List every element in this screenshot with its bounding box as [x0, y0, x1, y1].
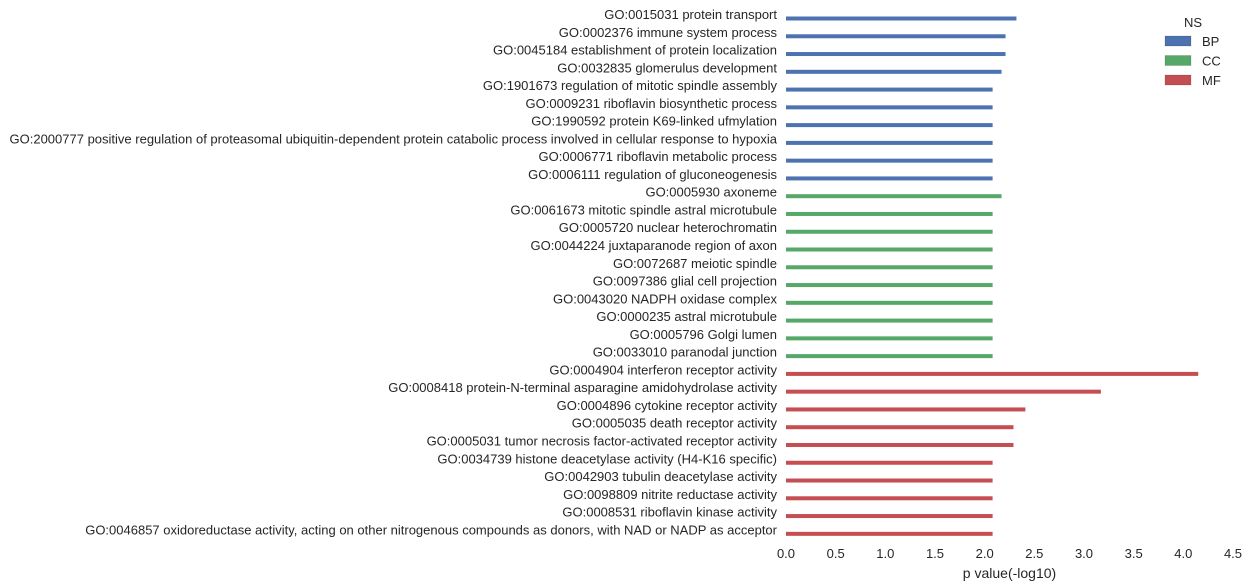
legend-label-mf: MF [1202, 73, 1221, 88]
bar-mf [786, 371, 1199, 376]
bar-bp [786, 69, 1002, 74]
category-label: GO:0061673 mitotic spindle astral microt… [510, 202, 777, 217]
bar-mf [786, 407, 1026, 412]
legend-label-cc: CC [1202, 54, 1221, 69]
category-label: GO:2000777 positive regulation of protea… [10, 131, 778, 146]
category-label: GO:0004896 cytokine receptor activity [557, 398, 778, 413]
legend-title: NS [1184, 15, 1202, 30]
category-label: GO:0005930 axoneme [645, 185, 777, 200]
category-label: GO:0046857 oxidoreductase activity, acti… [85, 522, 777, 537]
x-tick-label: 0.0 [777, 546, 795, 561]
bar-mf [786, 442, 1014, 447]
category-label: GO:0006111 regulation of gluconeogenesis [528, 167, 777, 182]
category-label: GO:1901673 regulation of mitotic spindle… [483, 78, 778, 93]
category-label: GO:0005796 Golgi lumen [630, 327, 777, 342]
category-label: GO:0002376 immune system process [559, 25, 778, 40]
bar-cc [786, 283, 993, 288]
category-label: GO:0045184 establishment of protein loca… [493, 43, 777, 58]
bar-bp [786, 87, 993, 92]
x-tick-label: 2.5 [1025, 546, 1043, 561]
bar-bp [786, 34, 1006, 39]
bar-mf [786, 514, 993, 519]
bar-mf [786, 389, 1101, 394]
category-label: GO:0044224 juxtaparanode region of axon [531, 238, 777, 253]
category-label: GO:0008531 riboflavin kinase activity [562, 505, 777, 520]
bar-bp [786, 16, 1017, 21]
bars-layer [786, 16, 1199, 536]
x-tick-label: 3.0 [1075, 546, 1093, 561]
bar-mf [786, 460, 993, 465]
bar-cc [786, 247, 993, 252]
category-label: GO:0004904 interferon receptor activity [549, 362, 777, 377]
bar-mf [786, 425, 1014, 430]
category-label: GO:0009231 riboflavin biosynthetic proce… [526, 96, 778, 111]
category-label: GO:0072687 meiotic spindle [613, 256, 777, 271]
category-label: GO:0033010 paranodal junction [593, 345, 777, 360]
x-tick-label: 1.0 [876, 546, 894, 561]
x-tick-label: 1.5 [926, 546, 944, 561]
bar-cc [786, 211, 993, 216]
legend-swatch-mf [1164, 74, 1192, 86]
bar-cc [786, 318, 993, 323]
category-label: GO:0015031 protein transport [604, 7, 777, 22]
legend-swatch-bp [1164, 35, 1192, 47]
x-tick-label: 0.5 [827, 546, 845, 561]
category-label: GO:0005720 nuclear heterochromatin [559, 220, 777, 235]
category-label: GO:0032835 glomerulus development [557, 60, 777, 75]
category-label: GO:0005035 death receptor activity [572, 416, 778, 431]
x-axis-label: p value(-log10) [963, 565, 1056, 581]
bar-bp [786, 123, 993, 128]
x-tick-label: 3.5 [1125, 546, 1143, 561]
category-label: GO:0043020 NADPH oxidase complex [553, 291, 778, 306]
bar-cc [786, 336, 993, 341]
bar-mf [786, 496, 993, 501]
bar-cc [786, 300, 993, 305]
bar-cc [786, 265, 993, 270]
bar-cc [786, 194, 1002, 199]
bar-cc [786, 354, 993, 359]
bar-bp [786, 105, 993, 110]
category-label: GO:0042903 tubulin deacetylase activity [544, 469, 777, 484]
bar-mf [786, 531, 993, 536]
category-label: GO:0034739 histone deacetylase activity … [437, 451, 777, 466]
category-label: GO:0098809 nitrite reductase activity [563, 487, 777, 502]
bar-bp [786, 52, 1006, 57]
category-label: GO:0097386 glial cell projection [593, 274, 777, 289]
legend: NS BP CC MF [1164, 15, 1221, 88]
bar-bp [786, 158, 993, 163]
legend-label-bp: BP [1202, 34, 1219, 49]
category-label: GO:0005031 tumor necrosis factor-activat… [427, 433, 778, 448]
x-tick-label: 2.0 [976, 546, 994, 561]
x-tick-label: 4.0 [1174, 546, 1192, 561]
bar-mf [786, 478, 993, 483]
category-label: GO:1990592 protein K69-linked ufmylation [531, 114, 777, 129]
category-label: GO:0006771 riboflavin metabolic process [539, 149, 778, 164]
x-axis-ticks: 0.0 0.5 1.0 1.5 2.0 2.5 3.0 3.5 4.0 4.5 [777, 546, 1242, 561]
category-label: GO:0000235 astral microtubule [596, 309, 777, 324]
legend-swatch-cc [1164, 55, 1192, 66]
category-labels: GO:0015031 protein transport GO:0002376 i… [10, 7, 778, 537]
x-tick-label: 4.5 [1224, 546, 1242, 561]
category-label: GO:0008418 protein-N-terminal asparagine… [388, 380, 777, 395]
bar-cc [786, 229, 993, 234]
bar-bp [786, 140, 993, 145]
bar-bp [786, 176, 993, 181]
